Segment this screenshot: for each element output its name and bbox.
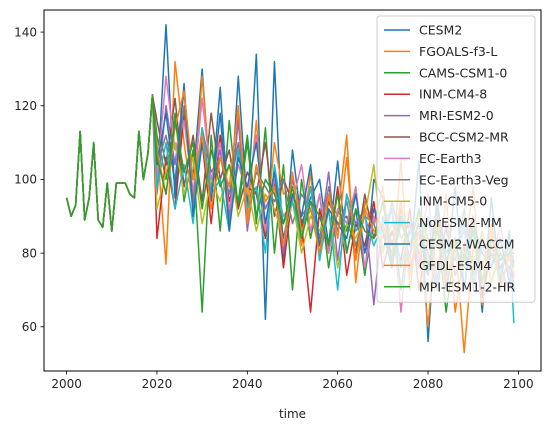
legend-label-2: CAMS-CSM1-0: [419, 65, 507, 80]
legend-box: [376, 15, 536, 303]
x-tick-label-0: 2000: [51, 377, 82, 391]
y-tick-label-2: 100: [14, 173, 37, 187]
legend-label-0: CESM2: [419, 23, 462, 38]
y-tick-label-0: 60: [22, 320, 37, 334]
axes-frame: [43, 9, 542, 372]
legend: CESM2 FGOALS-f3-L CAMS-CSM1-0 INM-CM4-8 MRI-…: [376, 15, 536, 303]
legend-label-7: EC-Earth3-Veg: [419, 172, 509, 187]
x-axis: 2000 2020 2040 2060 2080 2100: [51, 371, 534, 391]
legend-label-11: GFDL-ESM4: [419, 258, 491, 273]
x-tick-label-3: 2060: [322, 377, 353, 391]
y-tick-label-3: 120: [14, 99, 37, 113]
legend-label-8: INM-CM5-0: [419, 194, 487, 209]
legend-label-9: NorESM2-MM: [419, 215, 502, 230]
y-axis: 60 80 100 120 140: [14, 25, 44, 334]
legend-label-5: BCC-CSM2-MR: [419, 130, 509, 145]
x-axis-title: time: [279, 407, 306, 421]
x-tick-label-1: 2020: [142, 377, 173, 391]
legend-label-10: CESM2-WACCM: [419, 237, 515, 252]
y-tick-label-4: 140: [14, 25, 37, 39]
legend-label-12: MPI-ESM1-2-HR: [419, 279, 515, 294]
legend-label-3: INM-CM4-8: [419, 87, 487, 102]
y-tick-label-1: 80: [22, 246, 37, 260]
legend-label-1: FGOALS-f3-L: [419, 44, 497, 59]
x-tick-label-4: 2080: [413, 377, 444, 391]
legend-label-4: MRI-ESM2-0: [419, 108, 494, 123]
x-tick-label-5: 2100: [503, 377, 534, 391]
legend-label-6: EC-Earth3: [419, 151, 482, 166]
x-tick-label-2: 2040: [232, 377, 263, 391]
